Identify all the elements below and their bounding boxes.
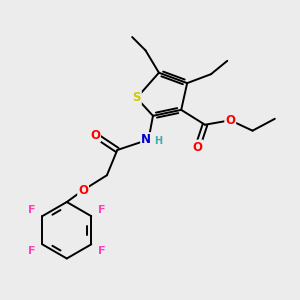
Text: F: F: [28, 205, 35, 215]
Text: O: O: [78, 184, 88, 196]
Text: O: O: [193, 140, 202, 154]
Text: S: S: [132, 92, 141, 104]
Text: O: O: [90, 129, 100, 142]
Text: F: F: [98, 246, 106, 256]
Text: F: F: [28, 246, 35, 256]
Text: N: N: [141, 133, 151, 146]
Text: H: H: [154, 136, 162, 146]
Text: F: F: [98, 205, 106, 215]
Text: O: O: [225, 114, 235, 127]
